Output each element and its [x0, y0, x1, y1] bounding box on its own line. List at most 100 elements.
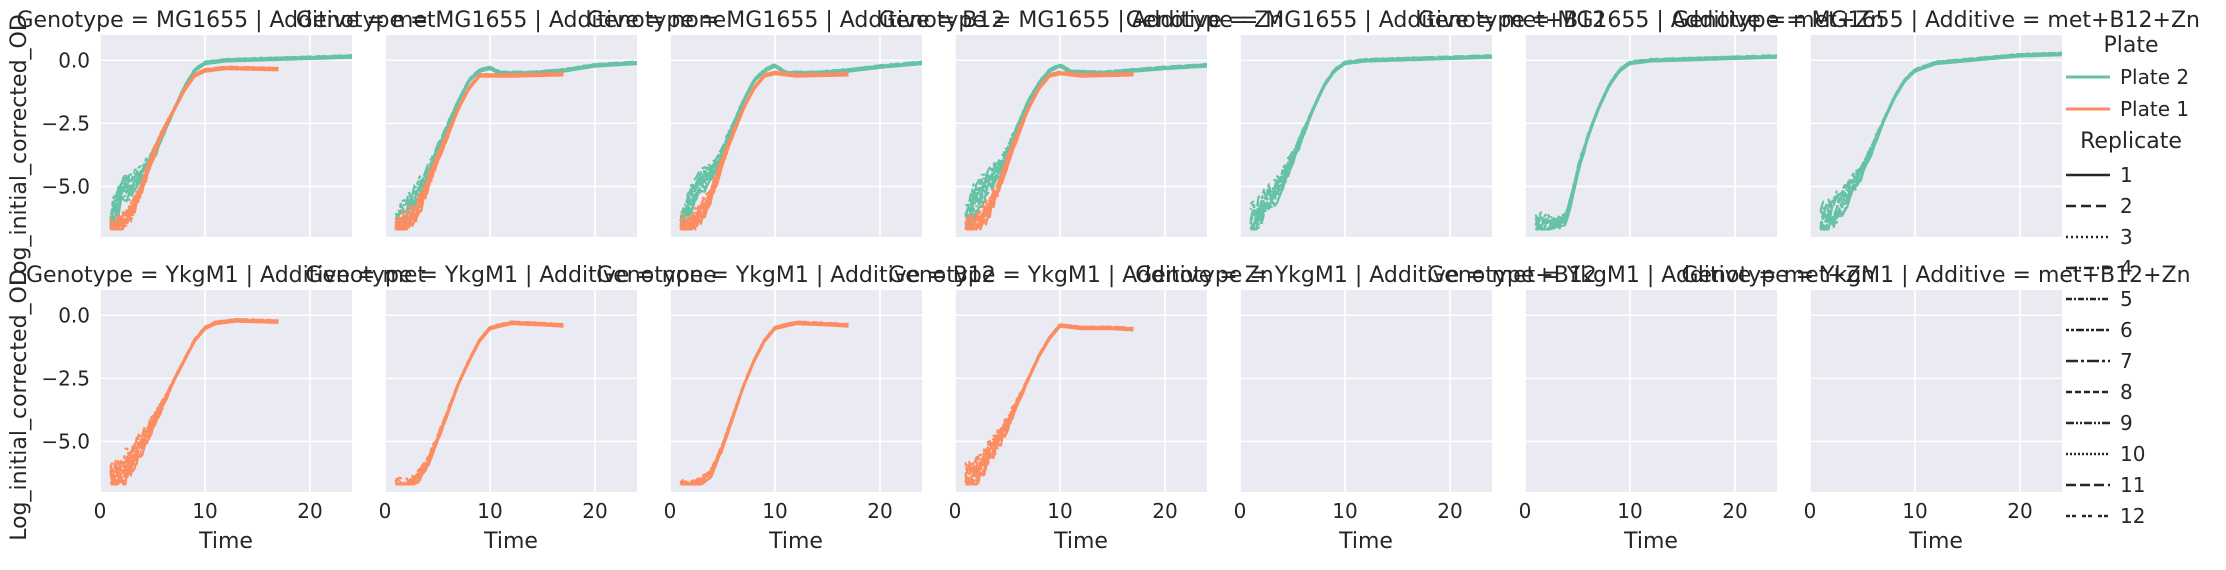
x-tick-label: 0	[379, 499, 392, 523]
y-tick-label: 0.0	[58, 48, 90, 72]
x-tick-label: 20	[1152, 499, 1177, 523]
series-group	[109, 54, 352, 231]
facet-panel: 0 10 20 Time	[1519, 290, 1777, 554]
replicate-line	[394, 320, 564, 486]
x-tick-label: 20	[867, 499, 892, 523]
legend-title-plate: Plate	[2103, 33, 2158, 58]
panel-background	[1240, 35, 1492, 237]
replicate-line	[395, 71, 564, 227]
facet-title: Genotype = YkgM1 | Additive = none	[305, 263, 716, 288]
panel-background	[100, 35, 352, 237]
x-tick-label: 0	[94, 499, 107, 523]
panel-background	[385, 290, 637, 492]
facet-title: Genotype = MG1655 | Additive = Zn	[879, 8, 1283, 33]
facet-panel: 0 10 20 Time	[664, 290, 922, 554]
facet-title: Genotype = YkgM1 | Additive = met+B12	[1135, 263, 1597, 288]
panel-background	[1525, 290, 1777, 492]
series-group	[1249, 54, 1492, 231]
x-tick-label: 10	[1617, 499, 1642, 523]
replicate-line	[395, 321, 564, 486]
legend-label: 1	[2120, 163, 2133, 187]
legend-label: 11	[2120, 473, 2145, 497]
panel-background	[1525, 35, 1777, 237]
facet-panel: 0 10 20 Time	[1234, 290, 1492, 554]
facet-panel	[669, 35, 922, 237]
replicate-line	[679, 70, 849, 226]
series-group	[1819, 51, 2062, 231]
x-tick-label: 0	[1519, 499, 1532, 523]
x-axis-label: Time	[483, 529, 538, 554]
legend-label: 3	[2120, 225, 2133, 249]
legend-label: 2	[2120, 194, 2133, 218]
facet-title: Genotype = YkgM1 | Additive = B12	[596, 263, 996, 288]
replicate-line	[964, 63, 1207, 216]
legend-label: Plate 2	[2120, 65, 2189, 89]
facet-panel	[954, 35, 1207, 237]
facet-panel	[1239, 35, 1492, 237]
series-group	[394, 320, 564, 486]
x-tick-label: 10	[1332, 499, 1357, 523]
facet-panel	[384, 35, 637, 237]
replicate-line	[395, 320, 564, 486]
facet-title: Genotype = YkgM1 | Additive = met	[26, 263, 426, 288]
x-axis-label: Time	[768, 529, 823, 554]
replicate-line	[965, 62, 1207, 207]
x-axis-label: Time	[198, 529, 253, 554]
y-tick-label: −5.0	[41, 430, 90, 454]
replicate-line	[964, 63, 1207, 216]
y-tick-label: −2.5	[41, 111, 90, 135]
series-group	[394, 60, 637, 231]
facet-title: Genotype = MG1655 | Additive = B12	[587, 8, 1005, 33]
replicate-line	[965, 72, 1134, 231]
series-group	[1534, 54, 1777, 231]
facet-panel: 0 10 20 Time	[949, 290, 1207, 554]
replicate-line	[679, 320, 849, 486]
replicate-line	[109, 65, 279, 229]
series-group	[109, 318, 279, 486]
y-axis-label: Log_initial_corrected_OD	[7, 14, 32, 286]
x-axis-label: Time	[1623, 529, 1678, 554]
facet-panel: 0 10 20 Time	[379, 290, 637, 554]
panel-background	[1810, 290, 2062, 492]
y-tick-label: 0.0	[58, 303, 90, 327]
legend-label: 10	[2120, 442, 2145, 466]
x-axis-label: Time	[1053, 529, 1108, 554]
x-tick-label: 0	[664, 499, 677, 523]
x-tick-label: 0	[1234, 499, 1247, 523]
x-tick-label: 20	[582, 499, 607, 523]
series-group	[964, 323, 1134, 486]
y-tick-label: −5.0	[41, 175, 90, 199]
facet-panel: 0 10 20 Time 0.0 −2.5 −5.0	[41, 290, 352, 554]
facet-title: Genotype = YkgM1 | Additive = Zn	[888, 263, 1274, 288]
replicate-line	[964, 323, 1134, 475]
facet-panel	[1809, 35, 2062, 237]
facet-title: Genotype = MG1655 | Additive = none	[296, 8, 726, 33]
y-tick-label: −2.5	[41, 366, 90, 390]
legend-label: 8	[2120, 380, 2133, 404]
x-tick-label: 20	[1722, 499, 1747, 523]
x-tick-label: 10	[192, 499, 217, 523]
facet-title: Genotype = MG1655 | Additive = met+B12+Z…	[1672, 8, 2200, 33]
replicate-line	[1249, 54, 1492, 221]
facet-panels: 0.0 −2.5 −5.0 0 10 20 Time 0.0 −2.5 −5.0 0 10 20 Time…	[41, 35, 2062, 554]
y-axis-label: Log_initial_corrected_OD	[7, 269, 32, 541]
x-axis-label: Time	[1908, 529, 1963, 554]
facet-title: Genotype = MG1655 | Additive = met	[17, 8, 436, 33]
replicate-line	[679, 71, 849, 225]
x-tick-label: 10	[1047, 499, 1072, 523]
replicate-line	[109, 318, 279, 473]
facet-panel: 0 10 20 Time	[1804, 290, 2062, 554]
panel-background	[670, 290, 922, 492]
facet-title: Genotype = YkgM1 | Additive = met+B12+Zn	[1681, 263, 2190, 288]
legend-label: 6	[2120, 318, 2133, 342]
facet-title: Genotype = YkgM1 | Additive = met+Zn	[1427, 263, 1875, 288]
legend-label: 9	[2120, 411, 2133, 435]
x-tick-label: 20	[2007, 499, 2032, 523]
x-tick-label: 10	[762, 499, 787, 523]
facet-title: Genotype = MG1655 | Additive = met+B12	[1126, 8, 1607, 33]
replicate-line	[109, 65, 279, 227]
replicate-line	[1534, 55, 1777, 231]
